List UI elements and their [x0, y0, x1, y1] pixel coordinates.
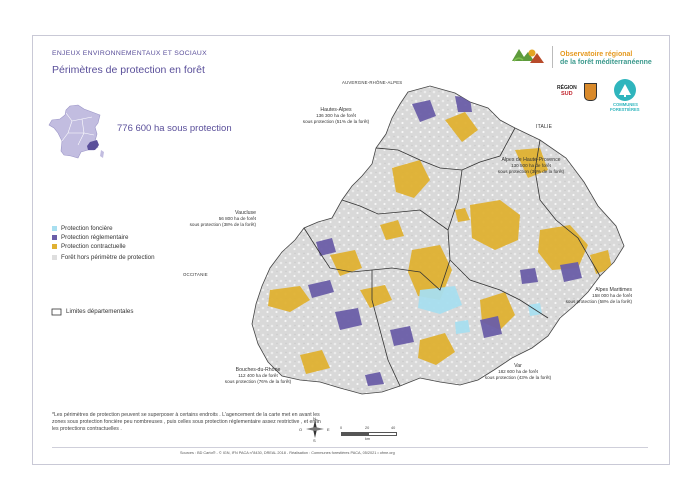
- reglementaire-zones: [308, 96, 582, 386]
- section-kicker: ENJEUX ENVIRONNEMENTAUX ET SOCIAUX: [52, 50, 207, 57]
- department-boundaries: [303, 127, 601, 387]
- dept-name: Var: [514, 363, 522, 369]
- legend-swatch: [52, 244, 57, 249]
- compass-o: O: [299, 427, 303, 432]
- dept-area: 130 500 ha de forêt: [511, 163, 551, 169]
- logo-divider: [552, 46, 553, 68]
- dept-share: sous protection (43% de la forêt): [484, 374, 552, 380]
- protection-patches: [268, 96, 612, 386]
- dept-share: sous protection (58% de la forêt): [565, 298, 632, 304]
- communes-forestieres-logo-icon: [614, 79, 636, 101]
- neighbor-west: OCCITANIE: [183, 272, 208, 277]
- dept-share: sous protection (51% de la forêt): [302, 118, 370, 124]
- footer-divider: [52, 447, 648, 448]
- legend-label: Protection réglementaire: [61, 234, 129, 241]
- dept-name: Alpes Maritimes: [595, 287, 632, 293]
- legend-item-foret: Forêt hors périmètre de protection: [52, 254, 155, 261]
- map-title: Périmètres de protection en forêt: [52, 64, 205, 76]
- dept-share: sous protection (30% de la forêt): [497, 168, 565, 174]
- compass-n: N: [313, 416, 316, 421]
- paca-highlight: [87, 140, 99, 150]
- dept-share: sous protection (76% de la forêt): [224, 378, 292, 384]
- dept-area: 112 400 ha de forêt: [238, 373, 278, 379]
- dept-area: 56 800 ha de forêt: [218, 216, 256, 222]
- observatoire-line1: Observatoire régional: [560, 51, 633, 58]
- scale-unit: km: [365, 437, 371, 441]
- observatoire-logo-icon: [512, 49, 544, 63]
- observatoire-line2: de la forêt méditerranéenne: [560, 59, 652, 66]
- dept-label-vaucluse: Vaucluse 56 800 ha de forêt sous protect…: [160, 210, 256, 227]
- sources-line: Sources : BD Carto® - © IGN, IFN PACA n°…: [180, 451, 395, 455]
- scale-tick: 40: [391, 426, 396, 430]
- legend-label: Protection contractuelle: [61, 243, 126, 250]
- communes-logo-line2: FORESTIÈRES: [610, 107, 640, 112]
- legend-item-reglementaire: Protection réglementaire: [52, 234, 128, 241]
- dept-name: Hautes-Alpes: [320, 107, 352, 113]
- dept-area: 158 000 ha de forêt: [592, 293, 632, 299]
- dept-area: 182 600 ha de forêt: [498, 369, 538, 375]
- legend-limits-label: Limites départementales: [66, 308, 134, 315]
- dept-name: Alpes de Haute-Provence: [501, 157, 561, 163]
- compass-rose-icon: [306, 420, 324, 438]
- limits-swatch: [51, 308, 62, 316]
- scale-tick: 20: [365, 426, 370, 430]
- legend-swatch: [52, 226, 57, 231]
- region-shield-icon: [584, 83, 597, 101]
- fonciere-zones: [418, 286, 542, 334]
- neighbor-east: ITALIE: [536, 124, 553, 130]
- region-sud-logo: RÉGION SUD: [557, 83, 599, 105]
- legend-swatch: [52, 255, 57, 260]
- footnote: *Les périmètres de protection peuvent se…: [52, 412, 321, 432]
- legend-swatch: [52, 235, 57, 240]
- dept-name: Bouches-du-Rhône: [235, 367, 281, 373]
- dept-label-var: Var 182 600 ha de forêt sous protection …: [468, 363, 568, 380]
- dept-name: Vaucluse: [235, 210, 256, 216]
- legend-item-contractuelle: Protection contractuelle: [52, 243, 126, 250]
- region-logo-line1: RÉGION: [557, 85, 577, 91]
- scale-tick: 0: [340, 426, 343, 430]
- legend-item-fonciere: Protection foncière: [52, 225, 113, 232]
- france-inset-map: [48, 104, 104, 159]
- compass-s: S: [313, 438, 316, 443]
- legend-label: Forêt hors périmètre de protection: [61, 254, 155, 261]
- total-protected-area: 776 600 ha sous protection: [117, 123, 232, 134]
- dept-label-alpes-de-haute-provence: Alpes de Haute-Provence 130 500 ha de fo…: [481, 157, 581, 174]
- communes-logo-line1: COMMUNES: [613, 102, 638, 107]
- dept-label-hautes-alpes: Hautes-Alpes 136 300 ha de forêt sous pr…: [288, 107, 384, 124]
- compass-e: E: [327, 427, 330, 432]
- neighbor-north: AUVERGNE-RHÔNE-ALPES: [342, 80, 403, 85]
- dept-label-bouches-du-rhone: Bouches-du-Rhône 112 400 ha de forêt sou…: [208, 367, 308, 384]
- legend-label: Protection foncière: [61, 225, 113, 232]
- corsica-shape: [100, 150, 104, 158]
- dept-label-alpes-maritimes: Alpes Maritimes 158 000 ha de forêt sous…: [532, 287, 632, 304]
- region-logo-line2: SUD: [561, 91, 573, 97]
- scale-bar: [341, 432, 397, 436]
- dept-share: sous protection (38% de la forêt): [189, 221, 256, 227]
- observatoire-name: Observatoire régional de la forêt médite…: [560, 51, 652, 67]
- dept-area: 136 300 ha de forêt: [316, 113, 356, 119]
